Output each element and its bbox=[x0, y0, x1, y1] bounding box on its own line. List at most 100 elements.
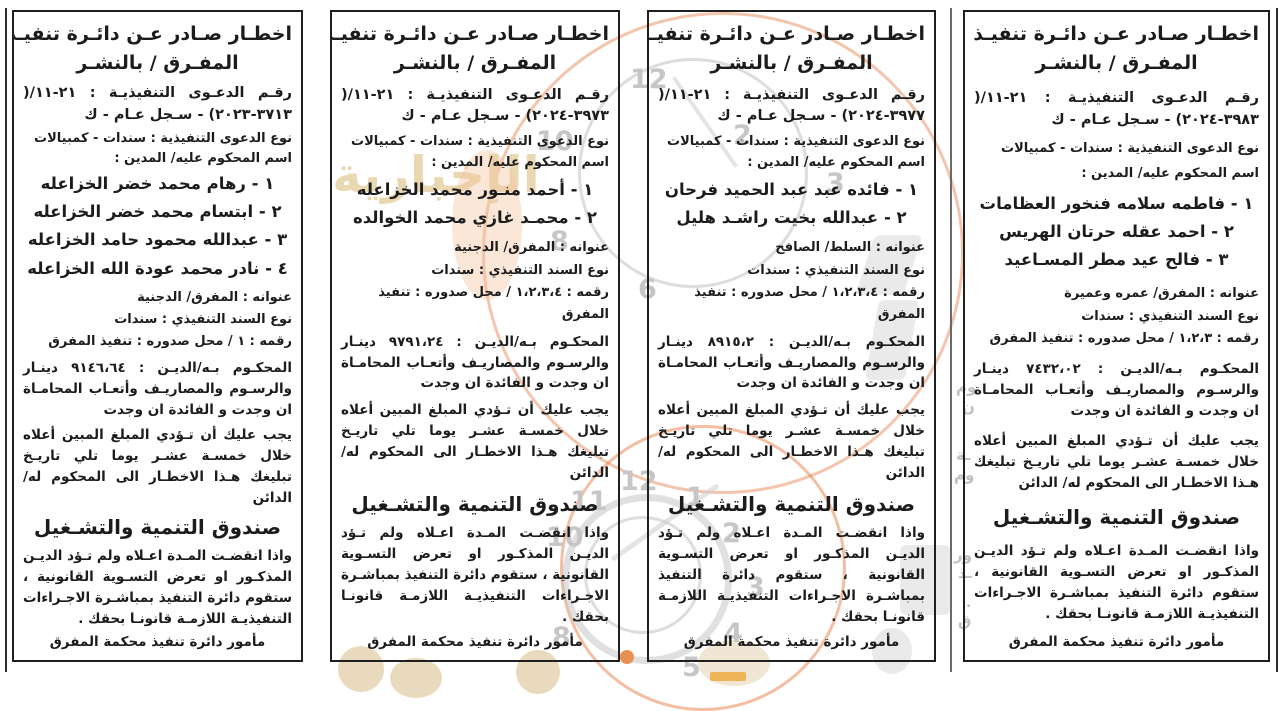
watermark-amber-bar bbox=[710, 672, 746, 681]
debtors-list: ١ - أحمد منـور محمد الخزاعله ٢ - محمـد غ… bbox=[341, 176, 609, 232]
watermark-orange-dot bbox=[620, 650, 634, 664]
watermark-clock-number: 1 bbox=[686, 482, 705, 513]
payment-deadline-text: يجب عليك أن تـؤدي المبلغ المبين أعلاه خل… bbox=[658, 402, 925, 481]
debtor-name: ١ - رهام محمد خضر الخزاعله bbox=[40, 174, 275, 194]
notice-title-line1: اخطـار صـادر عـن دائـرة تنفيـذ bbox=[973, 23, 1259, 45]
execution-notice-1: اخطـار صـادر عـن دائـرة تنفيـذ المفـرق /… bbox=[963, 10, 1270, 662]
watermark-ghost-text: ٠ bbox=[964, 596, 974, 614]
watermark-clock-number: 5 bbox=[682, 652, 701, 683]
bond-type-line: نوع السند التنفيذي : سندات bbox=[114, 312, 292, 328]
case-number-ref: ٣٩٧٧-٢٠٢٤ bbox=[848, 108, 925, 125]
payment-deadline-text: يجب عليك أن تـؤدي المبلغ المبين أعلاه خل… bbox=[341, 402, 609, 481]
debtor-address: عنوانه : المفرق/ الدجنية bbox=[137, 290, 292, 306]
case-type-line: نوع الدعوى التنفيذية : سندات - كمبيالات bbox=[1001, 141, 1259, 157]
watermark-clock-number: 10 bbox=[536, 126, 574, 157]
case-number-suffix: ) - سـجل عـام - ك bbox=[717, 108, 849, 125]
case-type-line: نوع الدعوى التنفيذية : سندات - كمبيالات bbox=[34, 131, 292, 147]
bond-type-line: نوع السند التنفيذي : سندات bbox=[431, 262, 609, 278]
watermark-clock-number: 2 bbox=[733, 120, 752, 151]
warning-text: واذا انقضـت المـدة اعـلاه ولم تـؤد الديـ… bbox=[341, 525, 609, 626]
judgment-amount-line: المحكـوم بـه/الديـن : ٩٧٩١،٢٤ دينـار وال… bbox=[341, 332, 609, 395]
case-number-ref: ٣٩٨٣-٢٠٢٤ bbox=[1182, 112, 1259, 129]
debtors-list: ١ - رهام محمد خضر الخزاعله ٢ - ابتسام مح… bbox=[23, 170, 292, 282]
debtor-name: ١ - أحمد منـور محمد الخزاعله bbox=[356, 179, 594, 199]
watermark-clock-number: 11 bbox=[570, 486, 608, 517]
case-number-line: رقـم الدعـوى التنفيذيـة : ٢١-١١/( ٣٩٨٣-٢… bbox=[974, 88, 1259, 132]
case-number-prefix: رقـم الدعـوى التنفيذيـة : ٢١-١١/( bbox=[341, 86, 609, 103]
warning-text: واذا انقضـت المـدة اعـلاه ولم تـؤد الديـ… bbox=[23, 547, 292, 627]
debtors-list: ١ - فاطمه سلامه فنخور العظامات ٢ - احمد … bbox=[974, 190, 1259, 274]
judgment-amount-line: المحكـوم بـه/الديـن : ٧٤٣٢،٠٢ دينـار وال… bbox=[974, 359, 1259, 422]
watermark-ghost-text: ور bbox=[954, 546, 972, 564]
debtor-name: ١ - فائده عبد عبد الحميد فرحان bbox=[664, 179, 919, 199]
bond-number-line: رقمه : ١،٢،٣،٤ / محل صدوره : تنفيذ المفر… bbox=[658, 282, 925, 326]
debtor-address: عنوانه : السلط/ الصافح bbox=[775, 240, 925, 256]
notice-title-line2: المفـرق / بالنشـر bbox=[1035, 52, 1198, 75]
case-details: عنوانه : المفرق/ عمره وعميرة نوع السند ا… bbox=[974, 283, 1259, 349]
execution-notice-2: اخطـار صـادر عـن دائـرة تنفيـذ المفـرق /… bbox=[647, 10, 936, 662]
case-number-suffix: ) - سـجل عـام - ك bbox=[401, 108, 533, 125]
watermark-clock-number: 2 bbox=[722, 518, 741, 549]
case-number-prefix: رقـم الدعـوى التنفيذيـة : ٢١-١١/( bbox=[23, 85, 292, 102]
bond-number-line: رقمه : ١،٢،٣ / محل صدوره : تنفيذ المفرق bbox=[974, 328, 1259, 350]
judgment-amount: ٧٤٣٢،٠٢ bbox=[1026, 361, 1081, 378]
bond-numbers: ١ bbox=[237, 334, 246, 350]
watermark-peach-blob bbox=[452, 150, 522, 300]
debtors-label: اسم المحكوم عليه/ المدين : bbox=[747, 154, 925, 170]
execution-notice-3: اخطـار صـادر عـن دائـرة تنفيـذ المفـرق /… bbox=[330, 10, 620, 662]
watermark-gray-clock-ring-top bbox=[578, 58, 808, 288]
debtors-list: ١ - فائده عبد عبد الحميد فرحان ٢ - عبدال… bbox=[658, 176, 925, 232]
judgment-amount: ٩٧٩١،٢٤ bbox=[388, 333, 444, 350]
signature-line: مأمور دائرة تنفيذ محكمة المفرق bbox=[49, 633, 266, 650]
judgment-prefix: المحكـوم بـه/الديـن : bbox=[768, 333, 925, 350]
debtor-name: ٢ - احمد عقله حرتان الهريس bbox=[999, 221, 1234, 241]
warning-text: واذا انقضـت المـدة اعـلاه ولم تـؤد الديـ… bbox=[658, 525, 925, 626]
watermark-gray-clock-ring-inner bbox=[584, 516, 702, 634]
debtor-name: ٢ - محمـد غازي محمد الخوالده bbox=[353, 207, 597, 227]
debtor-address: عنوانه : المفرق/ الدجنية bbox=[454, 240, 609, 256]
judgment-amount: ٩١٤٦،٦٤ bbox=[71, 359, 126, 376]
judgment-amount-line: المحكـوم بـه/الديـن : ٩١٤٦،٦٤ دينـار وال… bbox=[23, 358, 292, 421]
signature-line: مأمور دائرة تنفيذ محكمة المفرق bbox=[1008, 633, 1225, 650]
debtors-label: اسم المحكوم عليه/ المدين : bbox=[431, 154, 609, 170]
debtors-label: اسم المحكوم عليه/ المدين : bbox=[114, 150, 292, 166]
watermark-clock-number: 3 bbox=[746, 572, 765, 603]
execution-notice-4: اخطـار صـادر عـن دائـرة تنفيـذ المفـرق /… bbox=[12, 10, 303, 662]
case-number-ref: ٣٧١٣-٢٠٢٣ bbox=[215, 107, 292, 124]
column-rule bbox=[950, 8, 952, 672]
watermark-clock-number: 12 bbox=[620, 466, 658, 497]
judgment-suffix: دينـار والرسـوم والمصاريـف وأتعـاب المحا… bbox=[974, 361, 1259, 419]
signature-line: مأمور دائرة تنفيذ محكمة المفرق bbox=[367, 633, 583, 650]
payment-deadline-text: يجب عليك أن تـؤدي المبلغ المبين أعلاه خل… bbox=[974, 433, 1259, 492]
creditor-name: صندوق التنمية والتشـغيل bbox=[667, 491, 916, 516]
notice-title: اخطـار صـادر عـن دائـرة تنفيـذ المفـرق /… bbox=[973, 20, 1259, 79]
bond-number-suffix: / محل صدوره : تنفيذ المفرق bbox=[989, 330, 1174, 346]
debtor-name: ٣ - عبدالله محمود حامد الخزاعله bbox=[27, 230, 288, 250]
case-type-line: نوع الدعوى التنفيذية : سندات - كمبيالات bbox=[667, 133, 925, 149]
case-number-line: رقـم الدعـوى التنفيذيـة : ٢١-١١/( ٣٩٧٧-٢… bbox=[658, 85, 925, 129]
bond-type-line: نوع السند التنفيذي : سندات bbox=[1081, 308, 1259, 324]
bond-number-line: رقمه : ١ / محل صدوره : تنفيذ المفرق bbox=[23, 331, 292, 353]
case-number-line: رقـم الدعـوى التنفيذيـة : ٢١-١١/( ٣٧١٣-٢… bbox=[23, 83, 292, 127]
bond-number-prefix: رقمه : bbox=[566, 284, 609, 300]
case-number-line: رقـم الدعـوى التنفيذيـة : ٢١-١١/( ٣٩٧٣-٢… bbox=[341, 85, 609, 129]
bond-number-line: رقمه : ١،٢،٣،٤ / محل صدوره : تنفيذ المفر… bbox=[341, 282, 609, 326]
case-number-prefix: رقـم الدعـوى التنفيذيـة : ٢١-١١/( bbox=[974, 90, 1259, 107]
notice-title: اخطـار صـادر عـن دائـرة تنفيـذ المفـرق /… bbox=[332, 20, 609, 79]
debtor-name: ٢ - عبدالله بخيت راشـد هليل bbox=[676, 207, 907, 227]
creditor-name: صندوق التنمية والتشـغيل bbox=[992, 505, 1241, 530]
watermark-clock-number: 8 bbox=[552, 622, 571, 653]
debtor-name: ٣ - فالح عيد مطر المسـاعيد bbox=[1004, 250, 1229, 270]
notice-title-line1: اخطـار صـادر عـن دائـرة تنفيـذ bbox=[647, 23, 925, 45]
watermark-clock-number: 10 bbox=[546, 522, 584, 553]
notice-title-line2: المفـرق / بالنشـر bbox=[710, 52, 873, 75]
judgment-suffix: دينـار والرسـوم والمصاريـف وأتعـاب المحا… bbox=[341, 333, 609, 392]
creditor-name: صندوق التنمية والتشـغيل bbox=[33, 515, 282, 540]
judgment-prefix: المحكـوم بـه/الديـن : bbox=[456, 333, 609, 350]
creditor-name: صندوق التنمية والتشـغيل bbox=[351, 491, 599, 516]
case-number-suffix: ) - سـجل عـام - ك bbox=[1051, 112, 1183, 129]
bond-number-prefix: رقمه : bbox=[1216, 330, 1259, 346]
judgment-suffix: دينـار والرسـوم والمصاريـف وأتعـاب المحا… bbox=[658, 333, 925, 392]
judgment-prefix: المحكـوم بـه/الديـن : bbox=[1097, 361, 1259, 378]
notice-title: اخطـار صـادر عـن دائـرة تنفيـذ المفـرق /… bbox=[647, 20, 925, 79]
